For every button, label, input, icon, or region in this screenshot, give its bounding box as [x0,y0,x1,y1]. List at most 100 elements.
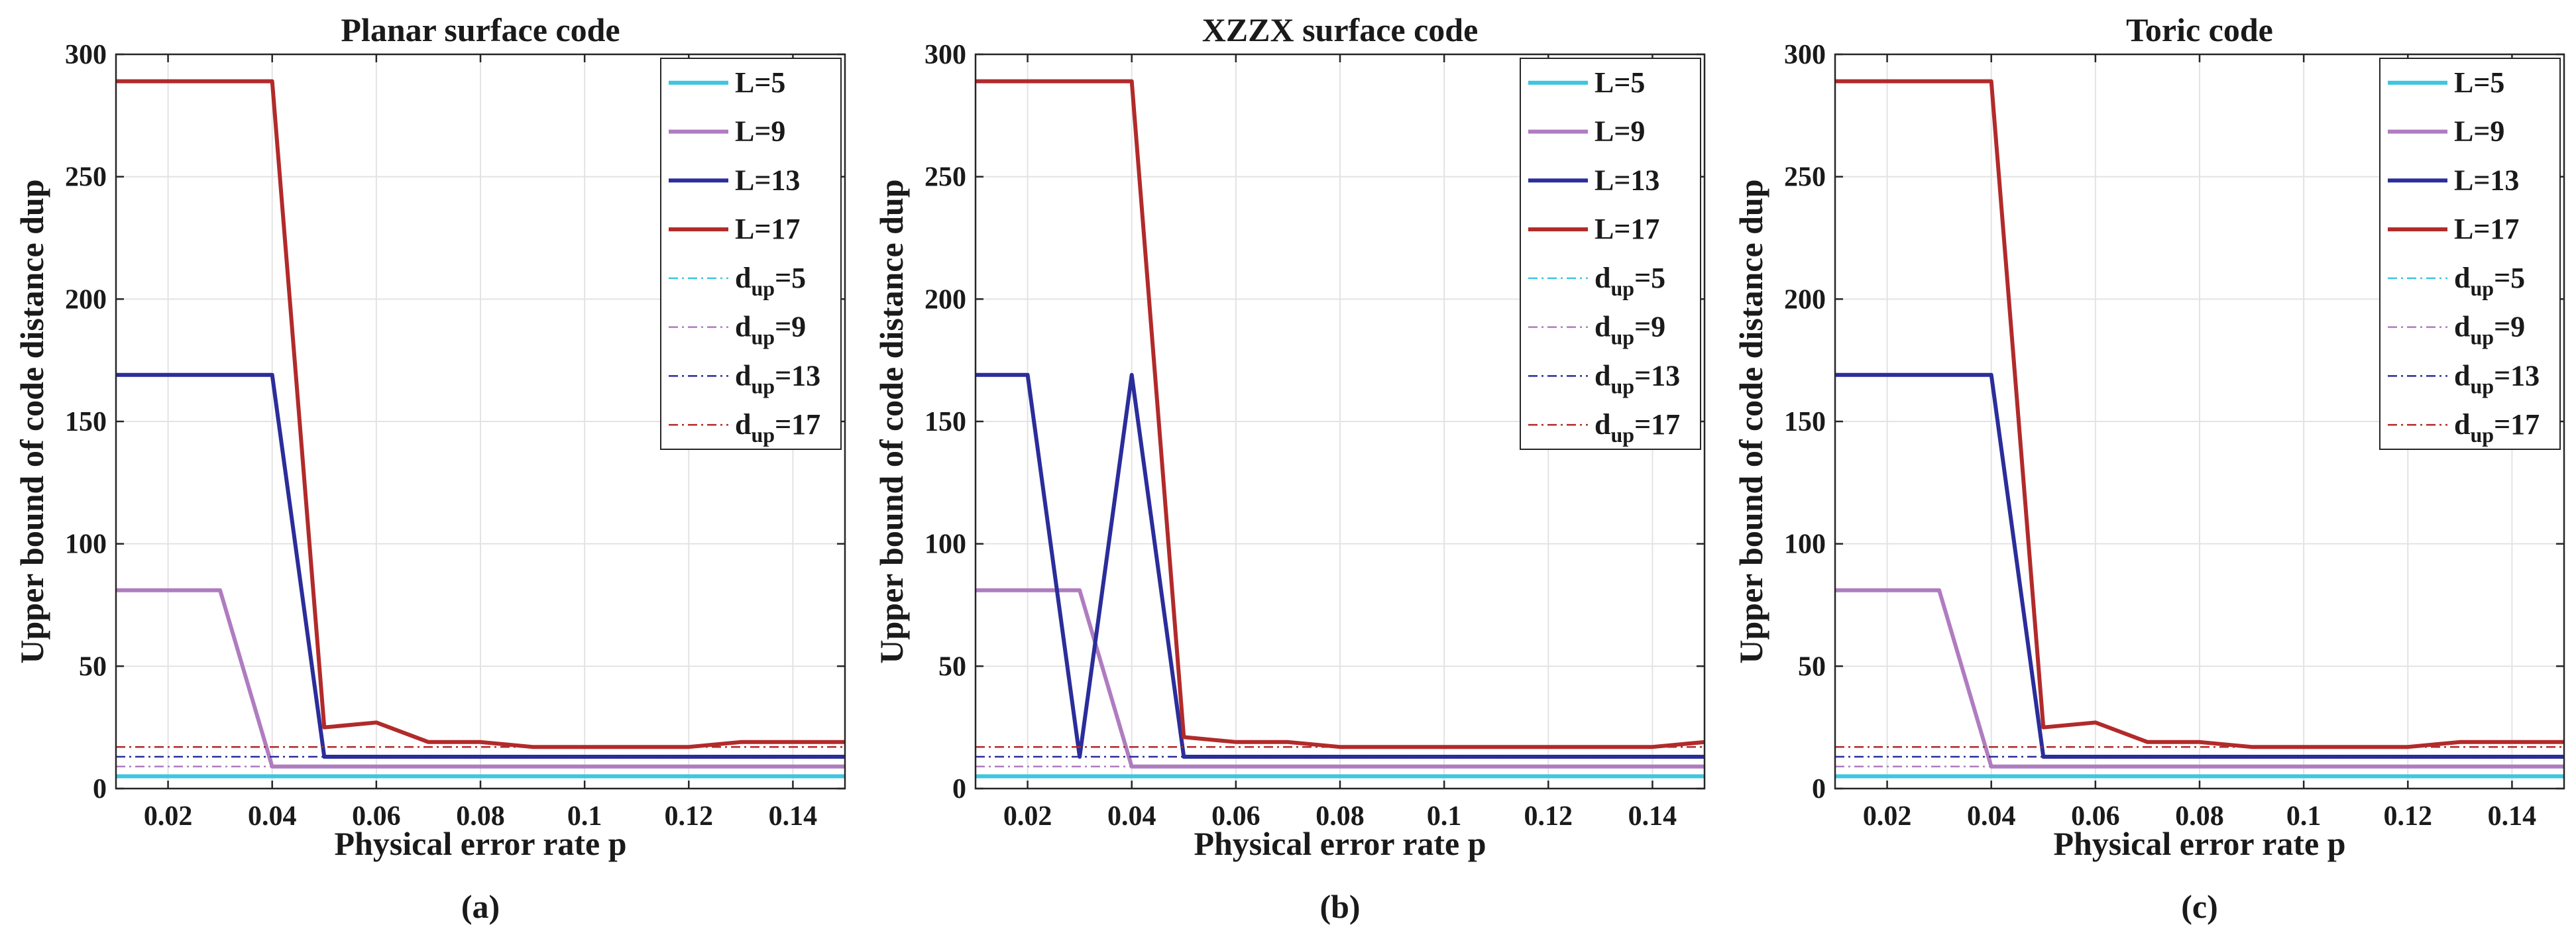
legend-label: L=5 [735,66,785,99]
x-tick-label: 0.04 [1967,801,2016,832]
series-line-l-13 [116,372,845,759]
series-group [116,79,845,779]
y-tick-label: 0 [93,774,107,804]
series-line-l-17 [976,79,1705,749]
y-axis-label: Upper bound of code distance dup [1732,179,1769,663]
y-axis-label: Upper bound of code distance dup [873,179,910,663]
x-tick-label: 0.12 [1524,801,1573,832]
y-tick-label: 300 [1784,40,1826,70]
legend-label: dup=13 [735,359,820,398]
series-line-l-9 [976,588,1705,769]
y-tick-label: 0 [952,774,966,804]
panel-label: (b) [1319,888,1360,925]
chart-title: Toric code [2126,11,2273,48]
y-tick-label: 150 [1784,407,1826,437]
y-tick-label: 100 [1784,529,1826,560]
legend-label: dup=5 [2454,262,2525,300]
panel-label: (c) [2181,888,2218,925]
y-tick-label: 300 [65,40,107,70]
y-tick-label: 50 [1798,651,1826,682]
y-tick-label: 100 [924,529,966,560]
x-tick-label: 0.02 [1003,801,1052,832]
legend-box [1520,58,1701,450]
legend-label: dup=17 [735,408,820,447]
x-tick-label: 0.14 [769,801,818,832]
legend-label: L=9 [1595,115,1645,148]
y-tick-label: 250 [924,162,966,193]
legend-label: L=13 [1595,164,1659,196]
y-tick-label: 250 [65,162,107,193]
chart-panel-2: 0.02 0.04 0.06 0.08 0.1 0.12 0.14 0 50 100 150 200 2… [873,11,1706,925]
legend-label: dup=13 [2454,359,2540,398]
y-tick-label: 200 [924,284,966,315]
legend-label: dup=9 [2454,311,2525,349]
x-tick-label: 0.12 [2384,801,2433,832]
x-tick-label: 0.12 [665,801,714,832]
x-tick-label: 0.08 [1316,801,1365,832]
legend-label: dup=5 [1595,262,1665,300]
legend-label: L=5 [1595,66,1645,99]
chart-panel-3: 0.02 0.04 0.06 0.08 0.1 0.12 0.14 0 50 100 150 200 2… [1732,11,2565,925]
x-axis-label: Physical error rate p [2053,825,2345,862]
y-tick-label: 50 [79,651,107,682]
legend-label: dup=13 [1595,359,1680,398]
y-tick-label: 200 [1784,284,1826,315]
x-tick-label: 0.14 [1628,801,1677,832]
legend-label: L=13 [735,164,800,196]
x-tick-label: 0.08 [2175,801,2224,832]
series-line-l-17 [116,79,845,749]
legend-label: L=9 [735,115,785,148]
y-tick-label: 300 [924,40,966,70]
x-tick-label: 0.14 [2488,801,2537,832]
x-tick-label: 0.08 [456,801,505,832]
legend-box [2379,58,2561,450]
x-tick-label: 0.04 [1107,801,1156,832]
x-tick-label: 0.06 [2071,801,2120,832]
legend-label: dup=17 [2454,408,2540,447]
x-tick-label: 0.1 [1427,801,1462,832]
legend-label: L=17 [735,213,800,245]
series-line-l-9 [116,588,845,769]
legend-label: dup=9 [1595,311,1665,349]
y-tick-label: 150 [65,407,107,437]
y-tick-label: 100 [65,529,107,560]
legend-box [660,58,842,450]
y-tick-label: 200 [65,284,107,315]
legend-label: L=5 [2454,66,2504,99]
series-group [1835,79,2564,779]
legend-label: L=17 [1595,213,1659,245]
series-line-l-13 [1835,372,2564,759]
x-tick-label: 0.02 [144,801,193,832]
chart-title: XZZX surface code [1202,11,1479,48]
x-tick-label: 0.06 [1211,801,1260,832]
legend-label: dup=17 [1595,408,1680,447]
y-tick-label: 50 [938,651,966,682]
legend-label: L=17 [2454,213,2519,245]
series-line-l-13 [976,372,1705,759]
legend: L=5 L=9 L=13 L=17 dup=5 dup=9 dup=13 dup=17 [2379,58,2561,450]
legend-label: L=13 [2454,164,2519,196]
x-tick-label: 0.04 [248,801,297,832]
legend-label: dup=9 [735,311,806,349]
chart-title: Planar surface code [341,11,620,48]
x-tick-label: 0.06 [352,801,401,832]
chart-panel-1: 0.02 0.04 0.06 0.08 0.1 0.12 0.14 0 50 100 150 200 2… [13,11,846,925]
series-line-l-17 [1835,79,2564,749]
y-tick-label: 150 [924,407,966,437]
x-axis-label: Physical error rate p [334,825,626,862]
legend-label: L=9 [2454,115,2504,148]
y-tick-label: 0 [1812,774,1826,804]
y-axis-label: Upper bound of code distance dup [13,179,50,663]
x-tick-label: 0.1 [2286,801,2322,832]
x-tick-label: 0.1 [567,801,602,832]
legend-label: dup=5 [735,262,806,300]
x-tick-label: 0.02 [1863,801,1912,832]
series-line-l-9 [1835,588,2564,769]
legend: L=5 L=9 L=13 L=17 dup=5 dup=9 dup=13 dup=17 [1520,58,1701,450]
y-tick-label: 250 [1784,162,1826,193]
panel-label: (a) [461,888,500,925]
legend: L=5 L=9 L=13 L=17 dup=5 dup=9 dup=13 dup=17 [660,58,842,450]
x-axis-label: Physical error rate p [1194,825,1486,862]
series-group [976,79,1705,779]
